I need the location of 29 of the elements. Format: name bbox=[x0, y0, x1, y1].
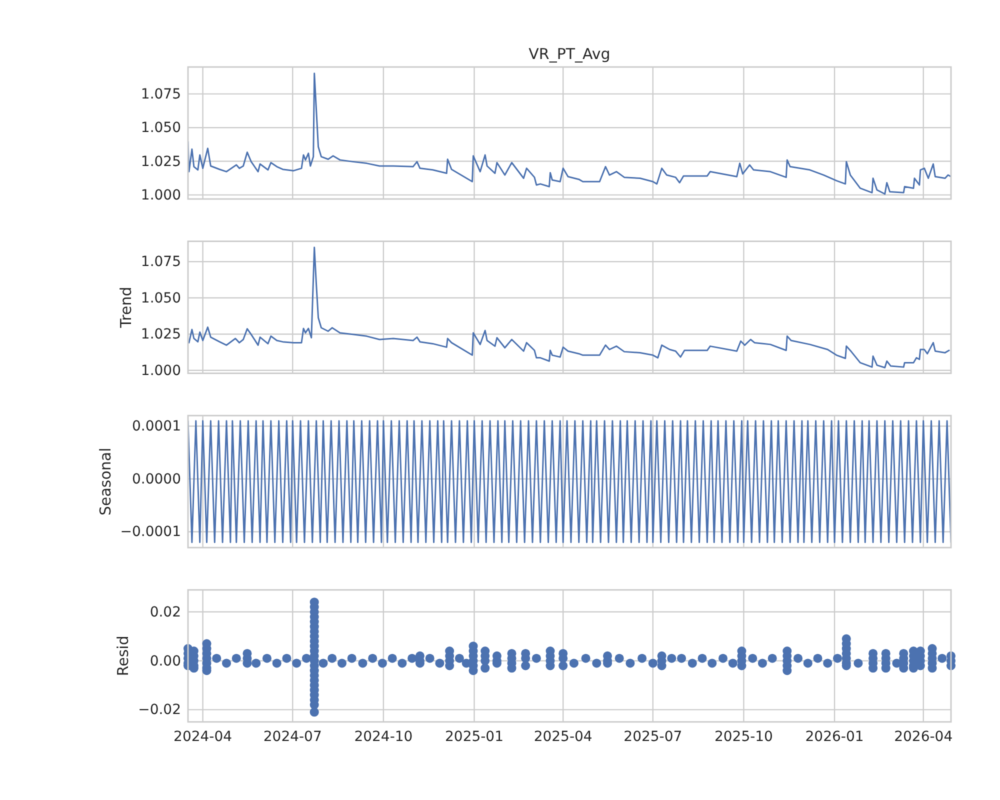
x-tick-label: 2025-04 bbox=[534, 728, 592, 745]
y-tick-label: 0.0001 bbox=[132, 418, 181, 435]
y-axis-title: Trend bbox=[116, 286, 135, 329]
y-axis-title: Seasonal bbox=[96, 448, 114, 516]
y-axis-title: Resid bbox=[114, 636, 132, 676]
y-tick-label: 1.050 bbox=[140, 120, 181, 136]
y-tick-label: 0.02 bbox=[150, 604, 181, 620]
y-tick-label: −0.02 bbox=[138, 702, 181, 718]
x-tick-label: 2025-07 bbox=[624, 728, 682, 745]
y-tick-label: 1.000 bbox=[140, 362, 181, 379]
y-tick-label: 0.00 bbox=[150, 653, 181, 670]
y-tick-label: 1.025 bbox=[140, 154, 181, 170]
x-tick-label: 2024-07 bbox=[263, 728, 322, 745]
x-tick-label: 2025-10 bbox=[714, 728, 773, 745]
y-tick-label: −0.0001 bbox=[120, 524, 181, 540]
x-tick-label: 2024-10 bbox=[354, 728, 413, 745]
x-tick-label: 2026-04 bbox=[894, 728, 953, 745]
y-tick-label: 1.050 bbox=[140, 290, 181, 306]
line-series bbox=[188, 72, 951, 195]
y-tick-label: 0.0000 bbox=[132, 471, 181, 488]
line-series bbox=[188, 246, 950, 368]
y-tick-label: 1.075 bbox=[140, 254, 181, 270]
y-tick-label: 1.075 bbox=[140, 86, 181, 102]
x-tick-label: 2024-04 bbox=[174, 728, 232, 745]
chart-title: VR_PT_Avg bbox=[528, 45, 610, 63]
x-tick-label: 2025-01 bbox=[445, 728, 504, 745]
y-tick-label: 1.025 bbox=[140, 326, 181, 343]
y-tick-label: 1.000 bbox=[140, 187, 181, 204]
x-tick-label: 2026-01 bbox=[805, 728, 864, 745]
